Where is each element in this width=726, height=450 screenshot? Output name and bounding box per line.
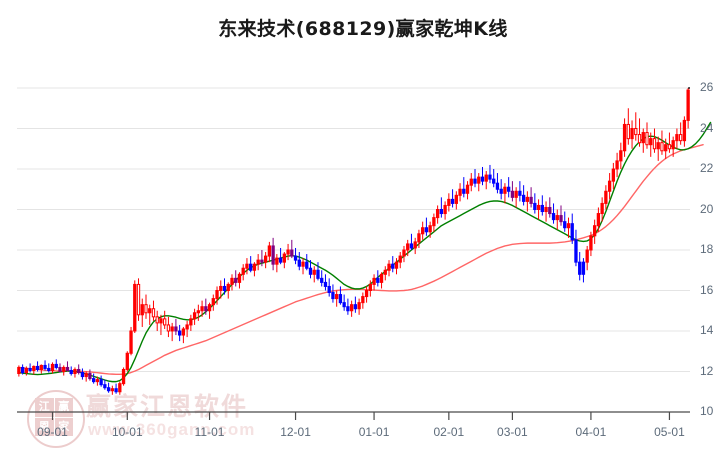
x-axis-tick-label: 09-01 xyxy=(37,425,68,439)
y-axis-tick-label: 20 xyxy=(700,201,714,216)
x-axis-tick-label: 11-01 xyxy=(194,425,225,439)
y-axis-tick-label: 24 xyxy=(700,120,714,135)
y-axis-tick-label: 10 xyxy=(700,404,714,418)
y-axis-tick-label: 26 xyxy=(700,80,714,94)
y-axis-tick-label: 12 xyxy=(700,363,714,378)
ma-long-line xyxy=(18,143,704,376)
grid-lines xyxy=(17,87,690,413)
x-axis-tick-label: 01-01 xyxy=(358,425,390,439)
ma-short-line xyxy=(18,121,712,383)
x-axis-tick-label: 10-01 xyxy=(111,425,143,439)
x-axis-ticks xyxy=(51,412,671,420)
y-axis-tick-label: 22 xyxy=(700,161,714,175)
y-axis-tick-label: 18 xyxy=(700,242,714,256)
x-axis-tick-label: 05-01 xyxy=(654,425,685,439)
x-axis-tick-label: 12-01 xyxy=(280,425,311,439)
y-axis-tick-label: 14 xyxy=(700,323,714,337)
y-axis-tick-label: 16 xyxy=(700,282,714,297)
x-axis-tick-label: 04-01 xyxy=(575,425,607,439)
page-title: 东来技术(688129)赢家乾坤K线 xyxy=(218,18,508,40)
x-axis-tick-label: 02-01 xyxy=(433,425,465,439)
candle-series xyxy=(17,88,690,395)
x-axis-tick-label: 06-01 xyxy=(719,425,726,439)
x-axis-tick-label: 03-01 xyxy=(497,425,528,439)
